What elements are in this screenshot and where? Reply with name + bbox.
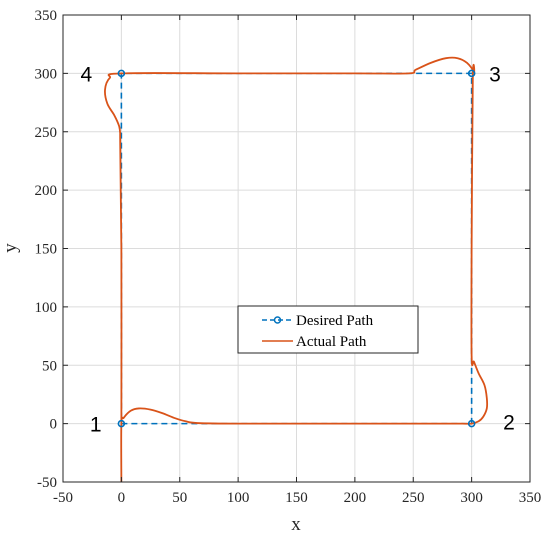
waypoint-label: 4: [81, 63, 93, 86]
x-tick-label: 250: [402, 490, 425, 506]
legend: Desired Path Actual Path: [237, 305, 419, 354]
desired-waypoint-marker: [467, 419, 476, 428]
desired-waypoint-marker: [467, 69, 476, 78]
y-tick-label: 300: [35, 66, 58, 82]
legend-box: [237, 305, 419, 354]
x-tick-label: 0: [118, 490, 126, 506]
y-tick-label: 150: [35, 242, 58, 258]
x-tick-label: 100: [227, 490, 250, 506]
desired-waypoint-marker: [117, 69, 126, 78]
y-tick-label: -50: [37, 475, 57, 491]
y-axis-label: y: [0, 243, 21, 253]
series-layer: [104, 56, 489, 483]
x-tick-label: 300: [460, 490, 483, 506]
x-tick-label: 200: [344, 490, 367, 506]
legend-desired-marker: [273, 316, 282, 324]
y-tick-label: 100: [35, 300, 58, 316]
desired-waypoint-marker: [117, 419, 126, 428]
y-tick-label: 200: [35, 183, 58, 199]
x-axis-label: x: [291, 514, 301, 535]
x-tick-label: 350: [519, 490, 542, 506]
waypoint-label: 3: [489, 63, 501, 86]
y-tick-label: 50: [42, 358, 57, 374]
y-tick-label: 350: [35, 8, 58, 24]
actual-path-line: [104, 56, 489, 483]
ticks: -50 0 50 100 150 200 250 300 350 -50 0 50 100 150 200 2…: [35, 8, 542, 506]
legend-actual-label: Actual Path: [296, 334, 367, 350]
legend-desired-label: Desired Path: [296, 313, 374, 329]
waypoint-label: 1: [90, 414, 102, 437]
y-tick-label: 250: [35, 125, 58, 141]
x-tick-label: -50: [53, 490, 73, 506]
x-tick-label: 50: [172, 490, 187, 506]
waypoint-label: 2: [503, 411, 515, 434]
waypoint-labels: 1 2 3 4: [81, 63, 515, 436]
x-tick-label: 150: [285, 490, 308, 506]
y-tick-label: 0: [50, 417, 58, 433]
